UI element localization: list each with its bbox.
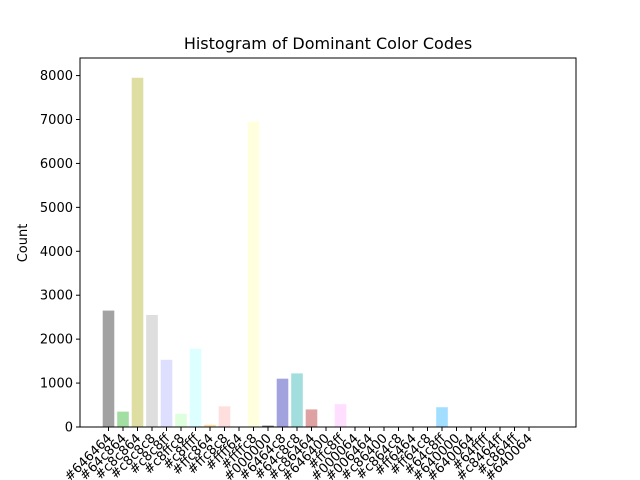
bar [247, 121, 260, 427]
bar [146, 314, 158, 427]
y-tick-label: 7000 [40, 113, 73, 128]
x-axis-ticks: #646464#64c864#c8c864#c8c8c8#c8c8ff#c8ff… [62, 427, 536, 480]
bar [262, 425, 274, 427]
bar [175, 413, 187, 427]
y-tick-label: 5000 [40, 201, 73, 216]
y-tick-label: 3000 [40, 289, 73, 304]
bar [276, 378, 289, 427]
y-tick-label: 1000 [40, 377, 73, 392]
bar [218, 406, 231, 427]
bar [334, 404, 347, 427]
chart-title: Histogram of Dominant Color Codes [184, 34, 472, 53]
y-axis-label: Count [16, 224, 31, 263]
bar [117, 411, 129, 428]
y-tick-label: 0 [65, 421, 73, 436]
bar [131, 77, 144, 428]
y-tick-label: 6000 [40, 157, 73, 172]
bar [189, 348, 202, 427]
bar [204, 424, 216, 427]
y-axis-ticks: 0 1000 2000 3000 4000 5000 6000 7000 8000 [40, 69, 80, 436]
bar [102, 310, 115, 427]
y-tick-label: 2000 [40, 333, 73, 348]
bar [160, 359, 173, 427]
bar [436, 407, 448, 427]
bar [305, 409, 318, 427]
bars-group [102, 77, 448, 428]
plot-frame [79, 57, 577, 428]
y-tick-label: 8000 [40, 69, 73, 84]
y-tick-label: 4000 [40, 245, 73, 260]
bar [291, 373, 303, 427]
